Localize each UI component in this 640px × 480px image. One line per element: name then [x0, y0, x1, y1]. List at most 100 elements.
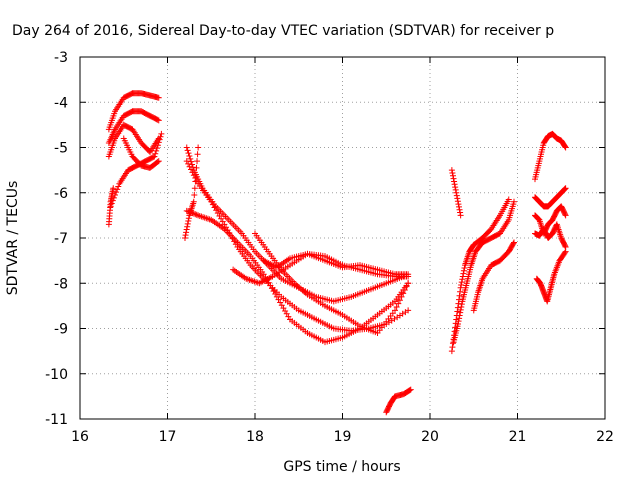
data-point-marker — [562, 242, 569, 249]
data-point-marker — [188, 166, 195, 173]
y-tick-label: -9 — [54, 322, 68, 338]
data-point-marker — [562, 143, 569, 150]
y-tick-label: -3 — [54, 50, 68, 66]
data-point-marker — [454, 195, 461, 202]
data-point-marker — [561, 186, 568, 193]
series-track-j — [182, 144, 202, 241]
data-point-marker — [457, 309, 464, 316]
data-point-marker — [405, 307, 412, 314]
data-point-marker — [155, 158, 162, 165]
data-point-marker — [449, 344, 456, 351]
data-point-marker — [113, 189, 120, 196]
data-point-marker — [405, 280, 412, 287]
data-point-marker — [185, 218, 192, 225]
series-track-s — [532, 130, 569, 183]
data-point-marker — [561, 249, 568, 256]
data-point-marker — [451, 181, 458, 188]
data-point-marker — [459, 276, 466, 283]
y-tick-label: -11 — [45, 412, 68, 428]
series-track-g — [183, 144, 407, 305]
y-tick-label: -4 — [54, 95, 68, 111]
data-point-marker — [457, 212, 464, 219]
series-track-b — [105, 108, 162, 146]
series-track-i — [183, 207, 412, 346]
series-track-p — [450, 198, 517, 346]
y-tick-label: -10 — [45, 367, 68, 383]
series-track-r — [470, 239, 517, 314]
series-track-m — [260, 250, 412, 280]
data-point-marker — [154, 158, 161, 165]
data-point-marker — [505, 196, 512, 203]
data-point-marker — [562, 211, 569, 218]
data-point-marker — [448, 348, 455, 355]
data-point-marker — [186, 152, 193, 159]
data-point-marker — [185, 160, 192, 167]
data-point-marker — [151, 153, 158, 160]
data-point-marker — [458, 304, 465, 311]
data-point-marker — [511, 239, 517, 246]
data-point-marker — [192, 211, 199, 218]
series-track-n — [383, 386, 414, 416]
x-tick-label: 22 — [596, 429, 614, 445]
data-point-marker — [456, 315, 463, 322]
data-point-marker — [183, 207, 190, 214]
series-track-w — [533, 248, 569, 305]
data-point-marker — [194, 151, 201, 158]
y-tick-label: -6 — [54, 186, 68, 202]
data-point-marker — [154, 145, 160, 152]
series-track-f — [120, 135, 162, 171]
data-point-marker — [155, 139, 162, 146]
data-point-marker — [451, 178, 458, 185]
data-point-marker — [449, 340, 456, 347]
data-point-marker — [453, 192, 460, 199]
x-tick-label: 19 — [334, 429, 352, 445]
data-point-marker — [510, 240, 517, 247]
series-track-a — [105, 90, 162, 133]
data-point-marker — [455, 296, 462, 303]
data-point-marker — [454, 198, 461, 205]
x-tick-label: 20 — [421, 429, 439, 445]
data-point-marker — [193, 211, 200, 218]
data-point-marker — [152, 150, 159, 157]
data-point-marker — [450, 175, 457, 182]
data-point-marker — [452, 186, 459, 193]
data-point-marker — [455, 318, 462, 325]
data-point-marker — [153, 147, 160, 154]
x-axis-title: GPS time / hours — [283, 459, 400, 475]
data-point-marker — [396, 297, 403, 304]
data-point-marker — [401, 287, 408, 294]
data-point-marker — [562, 212, 569, 219]
data-point-marker — [449, 172, 456, 179]
data-point-marker — [456, 292, 463, 299]
data-point-marker — [454, 308, 461, 315]
data-point-marker — [456, 206, 463, 213]
data-point-marker — [187, 155, 194, 162]
data-point-marker — [182, 235, 188, 241]
data-point-marker — [189, 169, 196, 176]
data-point-marker — [562, 248, 569, 255]
y-tick-label: -8 — [54, 276, 68, 292]
series-track-e — [105, 185, 117, 228]
data-point-marker — [193, 177, 200, 184]
data-point-marker — [193, 164, 200, 171]
data-point-marker — [400, 290, 407, 297]
data-point-marker — [183, 158, 190, 165]
data-point-marker — [183, 229, 190, 236]
data-point-marker — [456, 312, 463, 319]
data-point-marker — [184, 220, 191, 227]
x-tick-label: 16 — [71, 429, 89, 445]
data-point-marker — [395, 300, 402, 307]
data-point-marker — [192, 178, 199, 185]
data-point-marker — [185, 215, 192, 222]
data-point-marker — [458, 279, 465, 286]
data-point-marker — [185, 150, 192, 157]
data-point-marker — [155, 117, 162, 124]
x-tick-label: 17 — [159, 429, 177, 445]
series-track-t — [532, 185, 569, 210]
series-track-l — [252, 230, 412, 337]
data-point-marker — [115, 183, 122, 190]
data-point-marker — [184, 147, 191, 154]
series-track-h — [183, 158, 412, 334]
data-point-marker — [191, 185, 198, 192]
